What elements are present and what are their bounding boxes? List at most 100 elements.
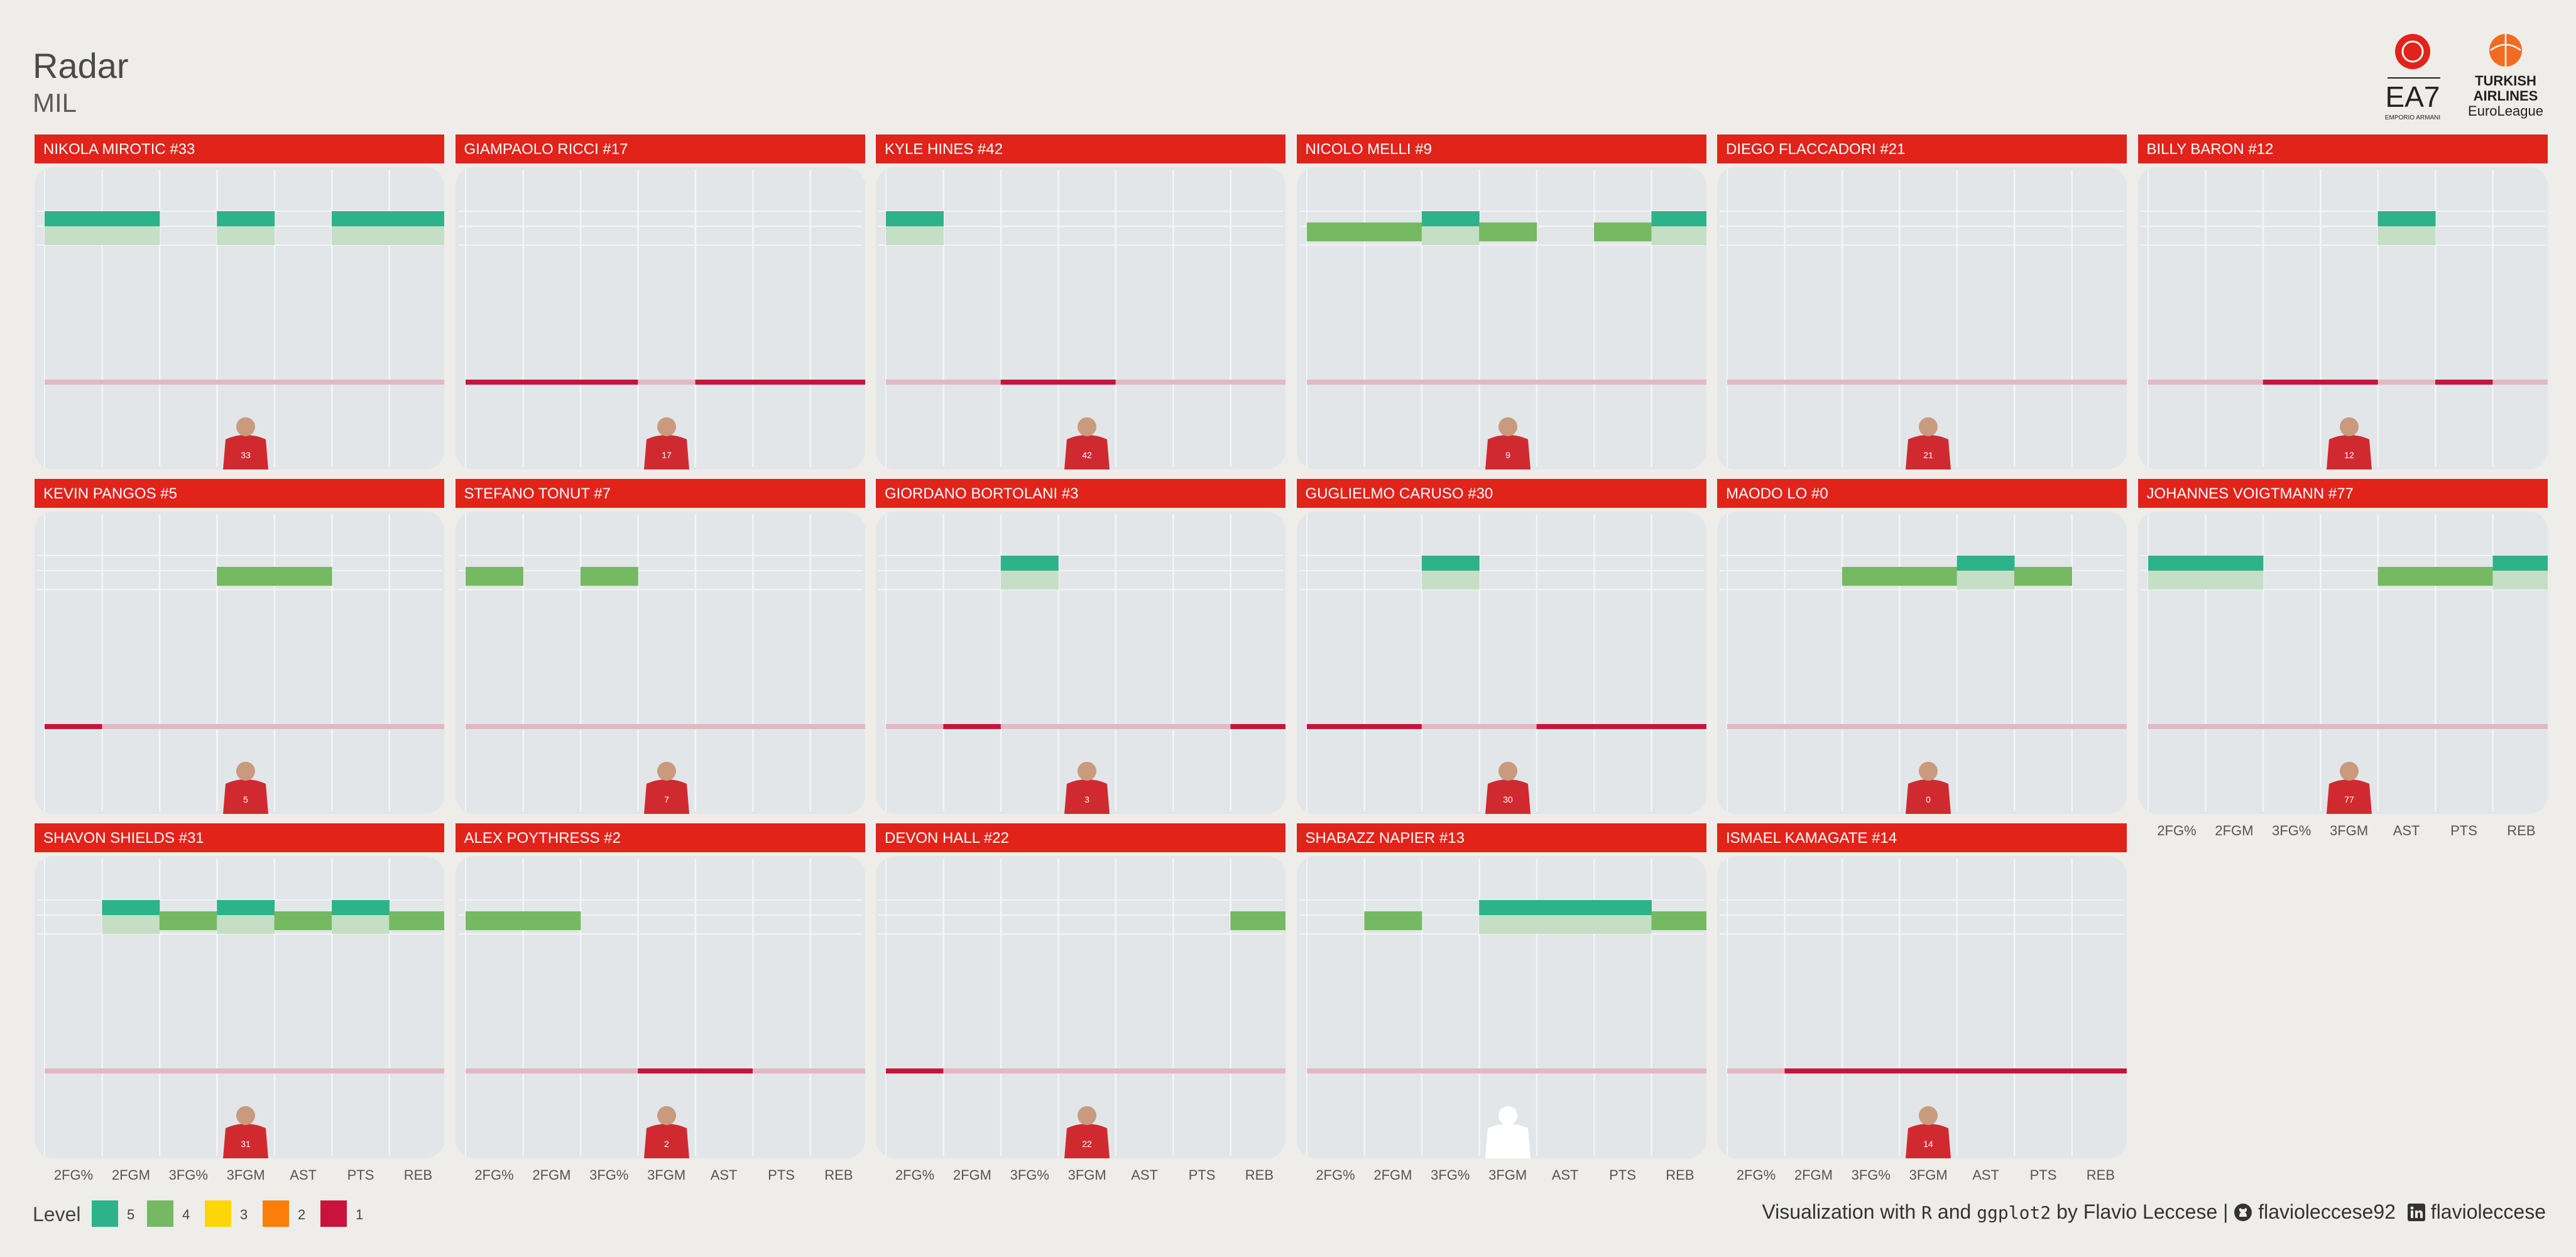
tile-level-4	[522, 911, 581, 930]
x-tick-label: AST	[1972, 1167, 1999, 1183]
player-panel: GIORDANO BORTOLANI #3 3	[876, 479, 1285, 814]
chart-subtitle: MIL	[33, 88, 77, 118]
player-panel: GIAMPAOLO RICCI #17 17	[455, 134, 865, 469]
baseline-tile	[2492, 724, 2548, 729]
tile-fade	[1957, 571, 2015, 590]
panel-plot: 7	[457, 514, 865, 814]
panel-background: 22	[876, 856, 1285, 1158]
baseline-tile	[217, 724, 275, 729]
tile-fade	[1000, 571, 1059, 590]
tile-level-1	[695, 380, 753, 385]
github-link[interactable]: flavioleccese92	[2258, 1200, 2396, 1223]
x-tick-label: REB	[2507, 823, 2536, 838]
tile-level-4	[389, 911, 444, 930]
panel-strip: KEVIN PANGOS #5	[35, 479, 444, 508]
baseline-tile	[2148, 380, 2206, 385]
player-photo: 7	[643, 762, 689, 814]
baseline-tile	[2435, 724, 2493, 729]
jersey-number: 21	[1923, 450, 1933, 460]
panel-background	[1296, 856, 1706, 1158]
panel-strip: BILLY BARON #12	[2137, 134, 2548, 163]
player-photo: 5	[223, 762, 268, 814]
player-photo: 12	[2326, 417, 2372, 469]
tile-level-1	[1230, 724, 1285, 729]
tile-level-5	[1593, 900, 1652, 915]
player-panel: NIKOLA MIROTIC #33 33	[35, 134, 444, 469]
baseline-tile	[1899, 724, 1958, 729]
panel-strip: ALEX POYTHRESS #2	[455, 823, 865, 852]
player-name: JOHANNES VOIGTMANN #77	[2146, 485, 2354, 502]
baseline-tile	[274, 1068, 332, 1073]
tile-level-1	[637, 1068, 696, 1073]
baseline-tile	[1842, 380, 1900, 385]
tile-level-4	[465, 911, 523, 930]
baseline-tile	[580, 724, 638, 729]
baseline-tile	[1957, 724, 2015, 729]
tile-level-4	[1593, 222, 1652, 241]
x-tick-label: 3FG%	[1851, 1167, 1891, 1183]
x-tick-label: AST	[290, 1167, 317, 1183]
player-panel: SHABAZZ NAPIER #13 2FG% 2FGM 3FG% 3FGM AST PTS…	[1296, 823, 1706, 1183]
logos: EA7 EMPORIO ARMANI TURKISH AIRLINES Euro…	[2385, 34, 2543, 121]
panel-plot: 33	[37, 170, 444, 469]
tile-fade	[217, 226, 275, 245]
panel-strip: NIKOLA MIROTIC #33	[35, 134, 444, 163]
player-panel: KEVIN PANGOS #5 5	[35, 479, 444, 814]
baseline-tile	[580, 1068, 638, 1073]
tile-level-1	[1000, 380, 1059, 385]
tile-fade	[1536, 915, 1595, 934]
baseline-tile	[1363, 380, 1422, 385]
team-logo: EA7 EMPORIO ARMANI	[2385, 34, 2440, 121]
player-panel: BILLY BARON #12 12	[2137, 134, 2548, 469]
baseline-tile	[943, 1068, 1001, 1073]
x-tick-label: 2FG%	[1736, 1167, 1776, 1183]
jersey-number: 22	[1082, 1139, 1092, 1149]
baseline-tile	[1899, 380, 1958, 385]
tile-fade	[2377, 226, 2436, 245]
panel-background: 31	[35, 856, 444, 1158]
tile-level-1	[886, 1068, 944, 1073]
player-name: DIEGO FLACCADORI #21	[1726, 141, 1906, 158]
baseline-tile	[2071, 724, 2127, 729]
baseline-tile	[1784, 724, 1843, 729]
x-tick-label: 2FGM	[111, 1167, 150, 1183]
tile-level-1	[1899, 1068, 1958, 1073]
baseline-tile	[637, 380, 696, 385]
player-name: KYLE HINES #42	[885, 141, 1003, 158]
baseline-tile	[1230, 1068, 1285, 1073]
league-line1: TURKISH	[2475, 73, 2536, 89]
tile-level-4	[580, 567, 638, 586]
tile-level-5	[1957, 556, 2015, 571]
tile-level-4	[159, 911, 217, 930]
tile-level-4	[274, 911, 332, 930]
player-panel: ALEX POYTHRESS #2 2 2FG% 2FGM 3FG% 3FGM AST PTS…	[455, 823, 865, 1183]
tile-level-1	[522, 380, 581, 385]
panel-background: 3	[876, 512, 1285, 814]
baseline-tile	[389, 380, 444, 385]
x-tick-label: 2FGM	[1794, 1167, 1833, 1183]
linkedin-link[interactable]: flavioleccese	[2430, 1200, 2546, 1223]
team-logo-text: EA7	[2386, 80, 2440, 113]
panel-plot: 9	[1299, 170, 1706, 469]
tile-level-5	[2148, 556, 2206, 571]
jersey-number: 2	[664, 1139, 669, 1149]
baseline-tile	[217, 380, 275, 385]
panel-background: 77	[2137, 512, 2548, 814]
panel-background: 21	[1717, 167, 2127, 469]
baseline-tile	[809, 1068, 865, 1073]
baseline-tile	[2492, 380, 2548, 385]
x-tick-label: REB	[824, 1167, 853, 1183]
player-photo: 3	[1064, 762, 1110, 814]
tile-level-1	[1784, 1068, 1843, 1073]
x-tick-label: REB	[1666, 1167, 1695, 1183]
tile-level-1	[695, 1068, 753, 1073]
tile-level-5	[102, 211, 160, 226]
tile-level-4	[2014, 567, 2072, 586]
legend-title: Level	[33, 1203, 81, 1226]
legend-label: 1	[356, 1207, 364, 1222]
player-panel: NICOLO MELLI #9 9	[1296, 134, 1706, 469]
x-tick-label: REB	[2086, 1167, 2115, 1183]
league-line2: AIRLINES	[2474, 88, 2538, 104]
tile-level-1	[943, 724, 1001, 729]
baseline-tile	[45, 1068, 102, 1073]
